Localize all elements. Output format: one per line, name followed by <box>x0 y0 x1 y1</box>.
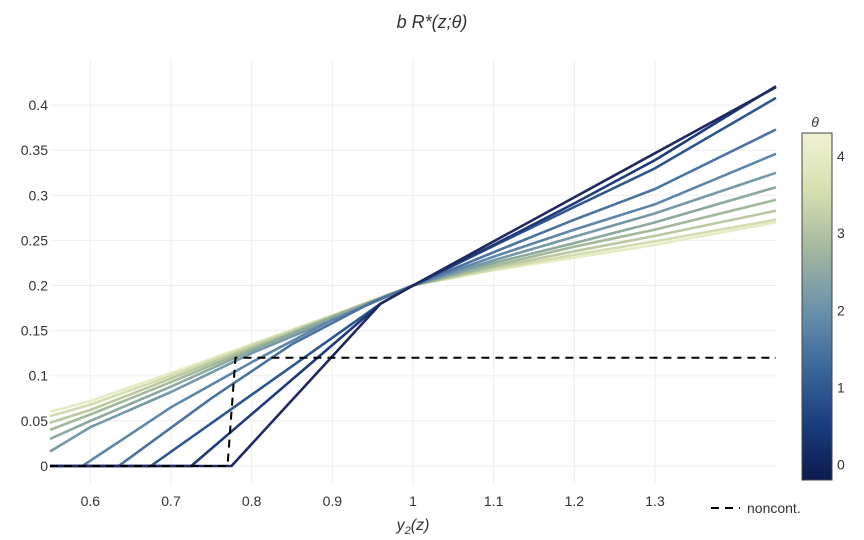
noncont-series <box>50 356 776 467</box>
y-tick-label: 0.05 <box>21 413 48 429</box>
chart-title: b R*(z;θ) <box>397 12 468 32</box>
grid <box>50 60 776 484</box>
y-tick-label: 0.35 <box>21 142 48 158</box>
colorbar-tick-label: 1 <box>837 379 845 395</box>
x-axis-label-tail: (z) <box>411 517 430 534</box>
legend: noncont. <box>711 500 801 516</box>
x-tick-label: 1 <box>409 493 417 509</box>
x-axis-label-sub: 2 <box>404 525 411 537</box>
x-tick-label: 0.6 <box>81 493 101 509</box>
colorbar-tick-label: 2 <box>837 302 845 318</box>
series-line-theta-0.4 <box>50 85 777 468</box>
series-line-theta-1.4 <box>50 128 777 468</box>
legend-noncont-label: noncont. <box>747 500 801 516</box>
x-tick-label: 1.3 <box>645 493 665 509</box>
colorbar: θ 0 1 2 3 4 <box>801 114 845 481</box>
x-tick-label: 0.7 <box>161 493 181 509</box>
colorbar-tick-label: 0 <box>837 457 845 473</box>
x-axis-ticks: 0.6 0.7 0.8 0.9 1 1.1 1.2 1.3 <box>81 493 665 509</box>
colorbar-title: θ <box>811 114 819 130</box>
x-axis-label: y2(z) <box>396 517 430 537</box>
x-tick-label: 1.1 <box>484 493 504 509</box>
colorbar-tick-label: 4 <box>837 148 845 164</box>
y-tick-label: 0.3 <box>29 187 49 203</box>
y-tick-label: 0.25 <box>21 232 48 248</box>
x-tick-label: 0.9 <box>323 493 343 509</box>
y-tick-label: 0.1 <box>29 368 49 384</box>
y-tick-label: 0.2 <box>29 278 49 294</box>
colorbar-tick-label: 3 <box>837 225 845 241</box>
y-tick-label: 0 <box>40 458 48 474</box>
colorbar-ticks: 0 1 2 3 4 <box>837 148 845 472</box>
y-tick-label: 0.4 <box>29 97 49 113</box>
colorbar-gradient <box>801 132 833 481</box>
y-tick-label: 0.15 <box>21 323 48 339</box>
x-axis-label-main: y <box>396 517 406 534</box>
x-tick-label: 0.8 <box>242 493 262 509</box>
noncont-line <box>50 356 776 467</box>
series-line-theta-0 <box>50 85 777 468</box>
y-axis-ticks: 0 0.05 0.1 0.15 0.2 0.25 0.3 0.35 0.4 <box>21 97 48 474</box>
x-tick-label: 1.2 <box>565 493 585 509</box>
series-lines <box>49 85 777 468</box>
